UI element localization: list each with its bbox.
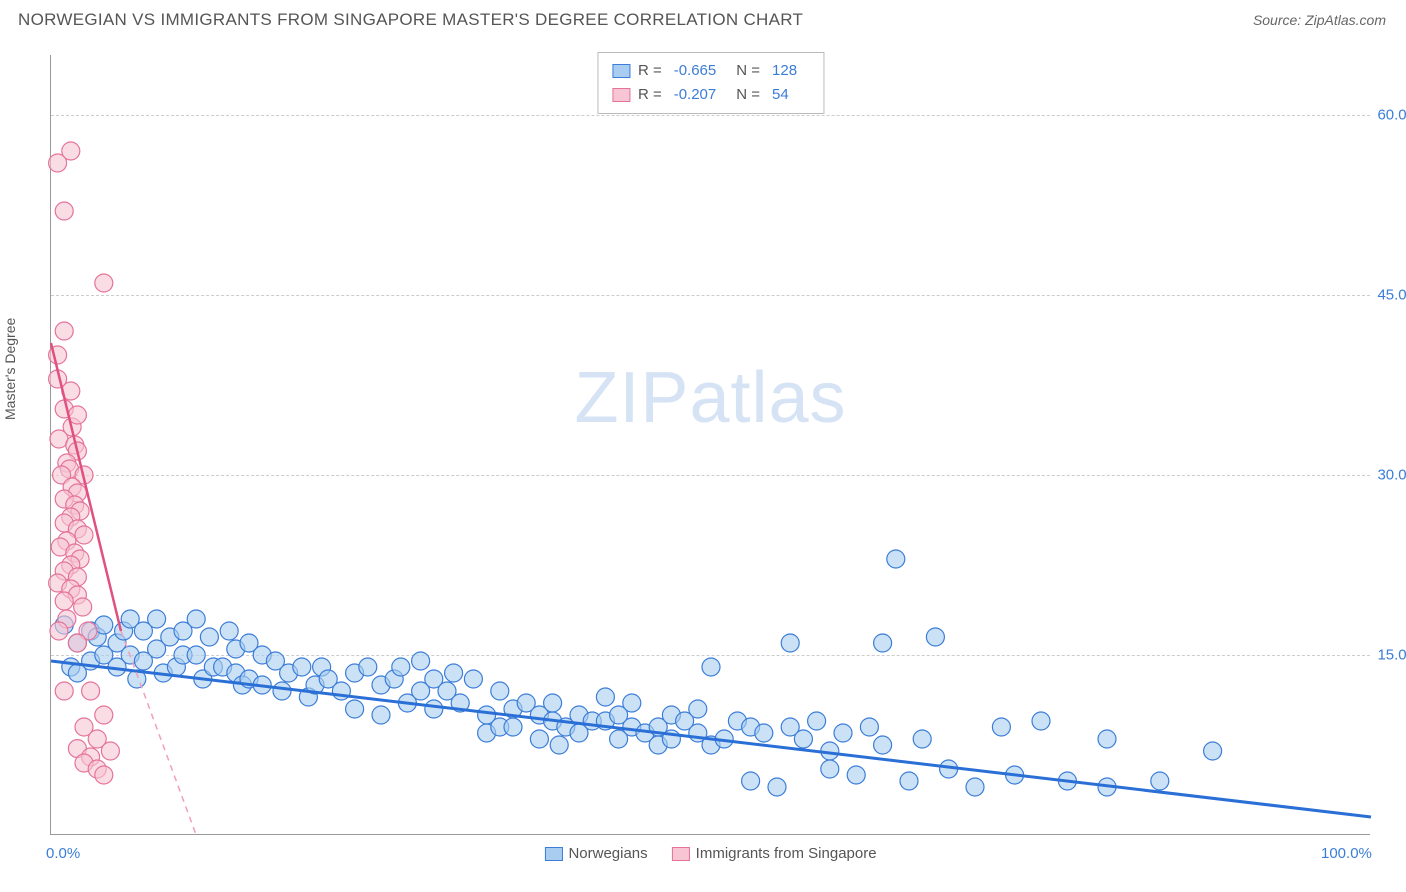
data-point	[1098, 730, 1116, 748]
ytick-label: 30.0%	[1375, 467, 1406, 484]
data-point	[992, 718, 1010, 736]
data-point	[966, 778, 984, 796]
data-point	[768, 778, 786, 796]
y-axis-label: Master's Degree	[2, 318, 18, 420]
r-value-2: -0.207	[674, 83, 717, 107]
trend-line	[51, 661, 1371, 817]
data-point	[1204, 742, 1222, 760]
legend-label: Norwegians	[568, 845, 647, 862]
data-point	[887, 550, 905, 568]
data-point	[62, 142, 80, 160]
data-point	[273, 682, 291, 700]
data-point	[821, 760, 839, 778]
ytick-label: 15.0%	[1375, 647, 1406, 664]
data-point	[50, 622, 68, 640]
data-point	[530, 730, 548, 748]
data-point	[425, 700, 443, 718]
data-point	[900, 772, 918, 790]
data-point	[623, 694, 641, 712]
ytick-label: 45.0%	[1375, 287, 1406, 304]
swatch-pink	[612, 88, 630, 102]
data-point	[550, 736, 568, 754]
data-point	[55, 202, 73, 220]
data-point	[346, 700, 364, 718]
data-point	[372, 706, 390, 724]
data-point	[55, 682, 73, 700]
data-point	[68, 634, 86, 652]
xtick-label: 100.0%	[1321, 845, 1372, 862]
r-label: R =	[638, 59, 662, 83]
legend-label: Immigrants from Singapore	[696, 845, 877, 862]
data-point	[187, 646, 205, 664]
data-point	[392, 658, 410, 676]
data-point	[445, 664, 463, 682]
data-point	[220, 622, 238, 640]
data-point	[187, 610, 205, 628]
data-point	[847, 766, 865, 784]
data-point	[293, 658, 311, 676]
data-point	[359, 658, 377, 676]
data-point	[742, 772, 760, 790]
data-point	[95, 706, 113, 724]
n-label: N =	[736, 59, 760, 83]
data-point	[913, 730, 931, 748]
swatch-blue	[544, 847, 562, 861]
data-point	[926, 628, 944, 646]
data-point	[755, 724, 773, 742]
legend-item-singapore: Immigrants from Singapore	[672, 845, 877, 862]
data-point	[596, 688, 614, 706]
data-point	[504, 718, 522, 736]
data-point	[75, 526, 93, 544]
data-point	[95, 274, 113, 292]
r-value-1: -0.665	[674, 59, 717, 83]
data-point	[794, 730, 812, 748]
data-point	[491, 682, 509, 700]
source-label: Source: ZipAtlas.com	[1253, 12, 1386, 28]
data-point	[82, 682, 100, 700]
data-point	[544, 694, 562, 712]
data-point	[464, 670, 482, 688]
xtick-label: 0.0%	[46, 845, 80, 862]
correlation-legend: R = -0.665 N = 128 R = -0.207 N = 54	[597, 52, 824, 114]
data-point	[95, 766, 113, 784]
chart-title: NORWEGIAN VS IMMIGRANTS FROM SINGAPORE M…	[18, 10, 803, 30]
data-point	[74, 598, 92, 616]
data-point	[101, 742, 119, 760]
data-point	[781, 634, 799, 652]
data-point	[834, 724, 852, 742]
data-point	[874, 634, 892, 652]
data-point	[689, 700, 707, 718]
swatch-blue	[612, 64, 630, 78]
data-point	[874, 736, 892, 754]
data-point	[412, 652, 430, 670]
swatch-pink	[672, 847, 690, 861]
legend-item-norwegians: Norwegians	[544, 845, 647, 862]
data-point	[1032, 712, 1050, 730]
n-value-2: 54	[772, 83, 789, 107]
data-point	[1151, 772, 1169, 790]
data-point	[808, 712, 826, 730]
chart-plot-area: ZIPatlas 15.0%30.0%45.0%60.0% R = -0.665…	[50, 55, 1370, 835]
n-value-1: 128	[772, 59, 797, 83]
data-point	[200, 628, 218, 646]
legend-row-2: R = -0.207 N = 54	[612, 83, 809, 107]
scatter-svg	[51, 55, 1370, 834]
n-label: N =	[736, 83, 760, 107]
r-label: R =	[638, 83, 662, 107]
data-point	[55, 322, 73, 340]
data-point	[702, 658, 720, 676]
data-point	[148, 610, 166, 628]
series-legend: Norwegians Immigrants from Singapore	[544, 845, 876, 862]
ytick-label: 60.0%	[1375, 107, 1406, 124]
data-point	[55, 592, 73, 610]
legend-row-1: R = -0.665 N = 128	[612, 59, 809, 83]
data-point	[860, 718, 878, 736]
